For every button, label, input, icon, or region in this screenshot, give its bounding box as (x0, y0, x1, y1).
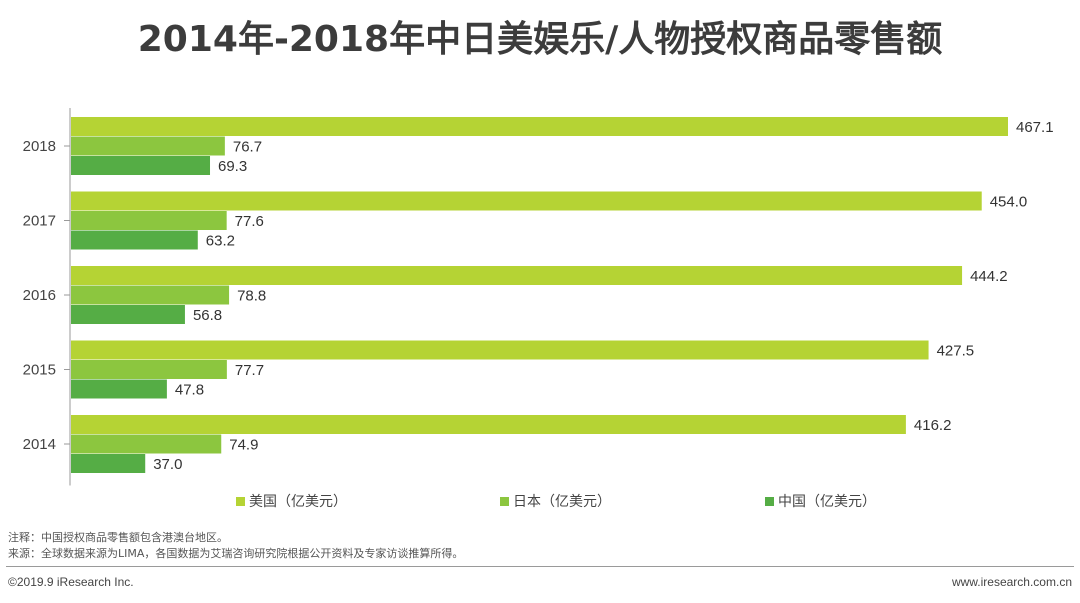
bar-2018-1 (71, 136, 225, 156)
legend-swatch (500, 497, 509, 506)
legend-label: 中国（亿美元） (778, 494, 876, 510)
y-tick-label: 2014 (23, 436, 56, 453)
data-label: 444.2 (970, 268, 1008, 285)
bar-2014-1 (71, 434, 222, 454)
data-label: 37.0 (153, 456, 182, 473)
data-label: 427.5 (937, 343, 975, 360)
bar-2016-0 (71, 266, 963, 285)
legend-swatch (236, 497, 245, 506)
bar-2014-0 (71, 415, 906, 434)
copyright: ©2019.9 iResearch Inc. (8, 575, 134, 589)
y-tick-label: 2015 (23, 362, 56, 379)
data-label: 77.6 (235, 213, 264, 230)
bar-2015-1 (71, 360, 227, 379)
data-label: 63.2 (206, 233, 235, 250)
bar-2018-2 (71, 156, 211, 175)
bar-2016-2 (71, 305, 185, 324)
bar-2016-1 (71, 285, 230, 305)
data-label: 56.8 (193, 307, 222, 324)
data-label: 78.8 (237, 288, 266, 305)
data-label: 416.2 (914, 417, 952, 434)
bar-2014-2 (71, 454, 146, 473)
data-label: 77.7 (235, 362, 264, 379)
y-tick-label: 2017 (23, 213, 56, 230)
data-label: 74.9 (229, 437, 258, 454)
legend-label: 美国（亿美元） (249, 494, 347, 510)
data-label: 47.8 (175, 382, 204, 399)
bar-2017-1 (71, 211, 227, 230)
bar-2015-0 (71, 340, 929, 360)
y-tick-label: 2018 (23, 138, 56, 155)
data-label: 467.1 (1016, 119, 1054, 136)
bar-2017-0 (71, 191, 982, 211)
chart-title: 2014年-2018年中日美娱乐/人物授权商品零售额 (137, 19, 943, 60)
bar-chart: 2018 2017 2016 2015 2014 467.1 76.7 69.3 454.0 7… (23, 108, 1054, 510)
footer-divider (6, 566, 1074, 567)
bar-2018-0 (71, 117, 1008, 136)
source-note: 来源：全球数据来源为LIMA，各国数据为艾瑞咨询研究院根据公开资料及专家访谈推算… (8, 547, 464, 560)
legend-label: 日本（亿美元） (513, 494, 611, 510)
bar-2015-2 (71, 379, 167, 399)
bar-2017-2 (71, 230, 198, 250)
y-tick-label: 2016 (23, 287, 56, 304)
website-link[interactable]: www.iresearch.com.cn (951, 575, 1072, 589)
data-label: 454.0 (990, 194, 1028, 211)
data-label: 76.7 (233, 139, 262, 156)
legend-swatch (765, 497, 774, 506)
footnote: 注释：中国授权商品零售额包含港澳台地区。 (8, 531, 228, 544)
data-label: 69.3 (218, 158, 247, 175)
